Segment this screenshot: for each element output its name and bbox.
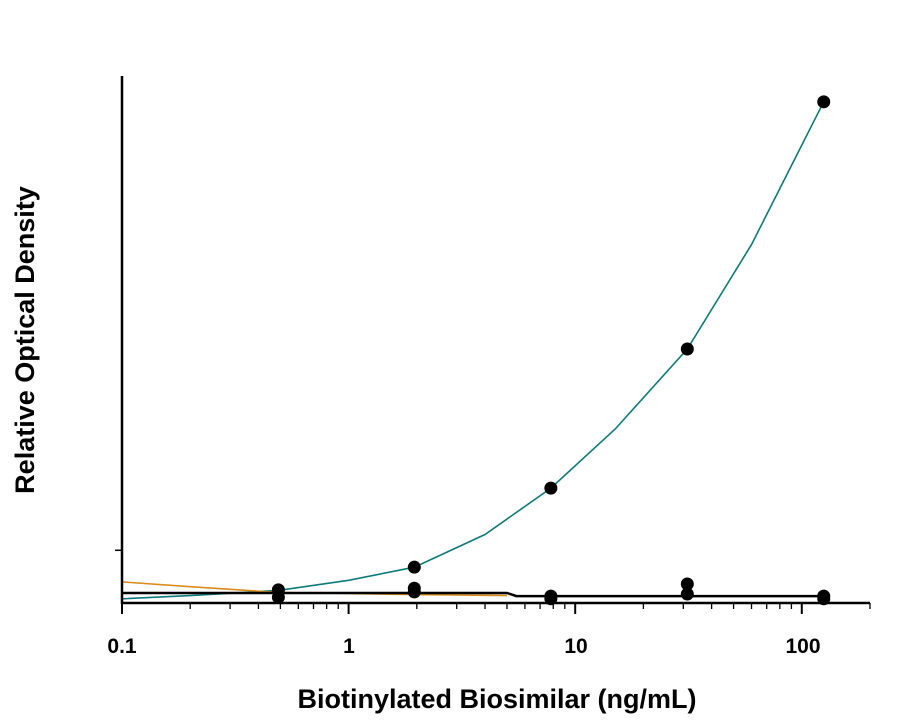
- data-point: [407, 560, 421, 574]
- x-tick-label: 10: [564, 635, 587, 658]
- data-point: [271, 590, 285, 604]
- data-point: [680, 342, 694, 356]
- fit-curves: [121, 101, 825, 600]
- teal-fit-curve: [121, 101, 825, 600]
- x-tick-label: 1: [343, 635, 355, 658]
- data-points: [271, 95, 831, 606]
- data-point: [407, 585, 421, 599]
- x-tick-label: 0.1: [107, 635, 137, 658]
- x-axis-title: Biotinylated Biosimilar (ng/mL): [297, 684, 696, 714]
- data-point: [680, 587, 694, 601]
- data-point: [680, 577, 694, 591]
- y-axis-title: Relative Optical Density: [10, 186, 40, 494]
- x-tick-label: 100: [785, 635, 820, 658]
- axes: [115, 76, 871, 614]
- data-point: [817, 95, 831, 109]
- data-point: [544, 481, 558, 495]
